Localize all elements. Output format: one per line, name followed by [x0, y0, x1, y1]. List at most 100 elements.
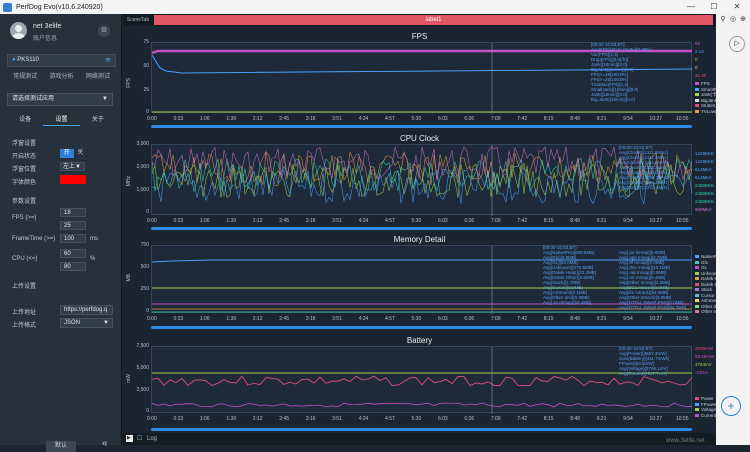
globe-icon[interactable]: ◎	[729, 16, 737, 23]
legend-label[interactable]: NativePss	[701, 254, 722, 259]
memory-title: Memory Detail	[393, 235, 446, 244]
battery-stat: FPower[63.5mW]	[619, 361, 654, 366]
x-axis-tick: 6:36	[464, 316, 475, 322]
add-chart-icon[interactable]: +	[721, 396, 741, 416]
x-axis-tick: 10:55	[676, 416, 689, 422]
avatar[interactable]	[10, 22, 27, 39]
legend-label[interactable]: Unknown	[701, 270, 720, 276]
legend-swatch	[695, 293, 699, 297]
legend-swatch	[695, 266, 699, 270]
legend-label[interactable]: Voltage	[701, 407, 717, 412]
legend-label[interactable]: FPower	[701, 401, 717, 407]
battery-ytick: 5,000	[136, 365, 149, 371]
cpu-threshold-input-2[interactable]: 80	[60, 262, 86, 271]
x-axis-tick: 6:03	[437, 416, 448, 422]
memory-timeline-scrollbar[interactable]	[151, 326, 692, 329]
device-selector[interactable]: ● PKS110 ≋	[7, 54, 116, 67]
legend-label[interactable]: Ashmem	[701, 298, 719, 303]
battery-right-value: -10mA	[695, 370, 709, 375]
legend-label[interactable]: Power	[701, 396, 714, 401]
upload-format-select[interactable]: JSON ▼	[60, 318, 113, 328]
battery-legend: Power FPower Voltage Current	[695, 396, 717, 418]
device-dot-icon: ●	[12, 57, 18, 63]
battery-right-values: 3935mW 58.59mW 3784mV -10mA	[695, 345, 714, 377]
maximize-button[interactable]: ☐	[710, 2, 718, 11]
legend-label[interactable]: Dalvik Other	[701, 281, 726, 287]
legend-label[interactable]: Current	[701, 412, 717, 418]
mode-tab-normal[interactable]: 常规测试	[13, 74, 38, 80]
legend-swatch	[695, 277, 699, 281]
battery-plot[interactable]	[151, 346, 693, 414]
legend-label[interactable]: GL	[701, 265, 708, 270]
location-pin-icon[interactable]: ⚲	[720, 16, 726, 23]
legend-label[interactable]: Stack	[701, 287, 713, 292]
log-toggle-icon[interactable]	[126, 432, 133, 444]
tab-settings[interactable]: 设置	[43, 115, 80, 126]
play-icon[interactable]: ▷	[729, 36, 745, 52]
legend-label[interactable]: Gfx	[701, 259, 709, 265]
cpu-threshold-unit: %	[90, 256, 96, 262]
cpu-stat: [00:00-10:53,BT]	[619, 145, 653, 150]
cpu-stat: Avg(Clock5)[1854.3MHz]	[619, 175, 669, 180]
fps-stat: FPS>=25[100.0%]	[591, 77, 628, 82]
fps-plot[interactable]	[151, 42, 693, 114]
legend-label[interactable]: TVLow(时间)	[701, 108, 728, 114]
collapse-sidebar-icon[interactable]: «	[102, 438, 108, 449]
upload-address-input[interactable]: https://perfdog.q	[60, 305, 113, 315]
legend-label[interactable]: FPS	[701, 81, 710, 86]
fps-threshold-input-2[interactable]: 25	[60, 221, 86, 230]
x-axis-tick: 10:27	[649, 416, 663, 422]
upload-address-label: 上传地址	[12, 310, 37, 316]
fps-threshold-input-1[interactable]: 18	[60, 208, 86, 217]
cpu-plot[interactable]	[151, 144, 693, 216]
battery-timeline-scrollbar[interactable]	[151, 428, 692, 431]
float-state-toggle[interactable]: 开 关	[60, 149, 87, 158]
fps-stat: Big.Jank([10min])[0.0]	[591, 97, 635, 102]
tab-device[interactable]: 设备	[19, 117, 32, 123]
log-expand-icon[interactable]: ☐	[137, 436, 143, 442]
legend-label[interactable]: Other dev	[701, 303, 721, 309]
battery-ytick: 2,500	[136, 387, 149, 393]
scene-label[interactable]: label1	[154, 15, 713, 25]
float-state-on[interactable]: 开	[60, 149, 74, 158]
memory-ytick: 250	[140, 286, 149, 292]
x-axis-tick: 2:45	[279, 316, 289, 322]
x-axis-tick: 3:18	[305, 316, 316, 322]
mode-tab-game[interactable]: 游戏分析	[49, 74, 74, 80]
float-state-off[interactable]: 关	[77, 150, 84, 156]
cpu-right-value: 2400MHz	[695, 183, 715, 188]
scene-tab[interactable]: SceneTab	[126, 17, 150, 23]
gear-icon[interactable]: ⚙	[98, 25, 110, 37]
account-info-link[interactable]: 账户信息	[33, 36, 58, 42]
memory-stat: Avg(Stack)[1.7MB]	[543, 280, 581, 285]
cpu-timeline-scrollbar[interactable]	[151, 227, 692, 230]
log-label[interactable]: Log	[147, 436, 158, 442]
x-axis-tick: 10:55	[676, 316, 689, 322]
fps-timeline-scrollbar[interactable]	[151, 125, 692, 128]
cpu-threshold-input-1[interactable]: 60	[60, 249, 86, 258]
legend-label[interactable]: Stutter(卡顿率)	[701, 103, 731, 109]
legend-label[interactable]: Cursor	[701, 292, 715, 298]
x-axis-tick: 2:45	[279, 218, 289, 224]
x-axis-tick: 10:27	[649, 218, 663, 224]
x-axis-tick: 4:24	[358, 116, 369, 122]
mode-tab-network[interactable]: 网络测试	[85, 74, 110, 80]
memory-plot[interactable]	[151, 245, 692, 314]
legend-label[interactable]: Dalvik Heap	[701, 276, 726, 281]
default-button[interactable]: 默认	[46, 441, 76, 452]
memory-stat: Avg(Other mtrack)[0.0MB]	[619, 295, 672, 300]
app-select[interactable]: 请选择测试应用 ▼	[7, 93, 113, 106]
float-state-label: 开启状态	[12, 154, 37, 160]
font-color-swatch[interactable]	[60, 175, 86, 184]
cpu-threshold-label: CPU (<=)	[12, 256, 38, 262]
fps-stat: SmallJank([10min])[0.0]	[591, 87, 639, 92]
add-icon[interactable]: ⊕	[740, 16, 746, 23]
frametime-input[interactable]: 100	[60, 234, 86, 243]
close-button[interactable]: ✕	[733, 2, 741, 11]
minimize-button[interactable]: —	[687, 2, 695, 11]
float-position-select[interactable]: 左上▼	[60, 162, 85, 171]
fps-right-value: 0	[695, 65, 698, 70]
legend-label[interactable]: Other mm	[701, 309, 722, 314]
x-axis-tick: 2:12	[252, 416, 263, 422]
tab-about[interactable]: 关于	[91, 117, 104, 123]
